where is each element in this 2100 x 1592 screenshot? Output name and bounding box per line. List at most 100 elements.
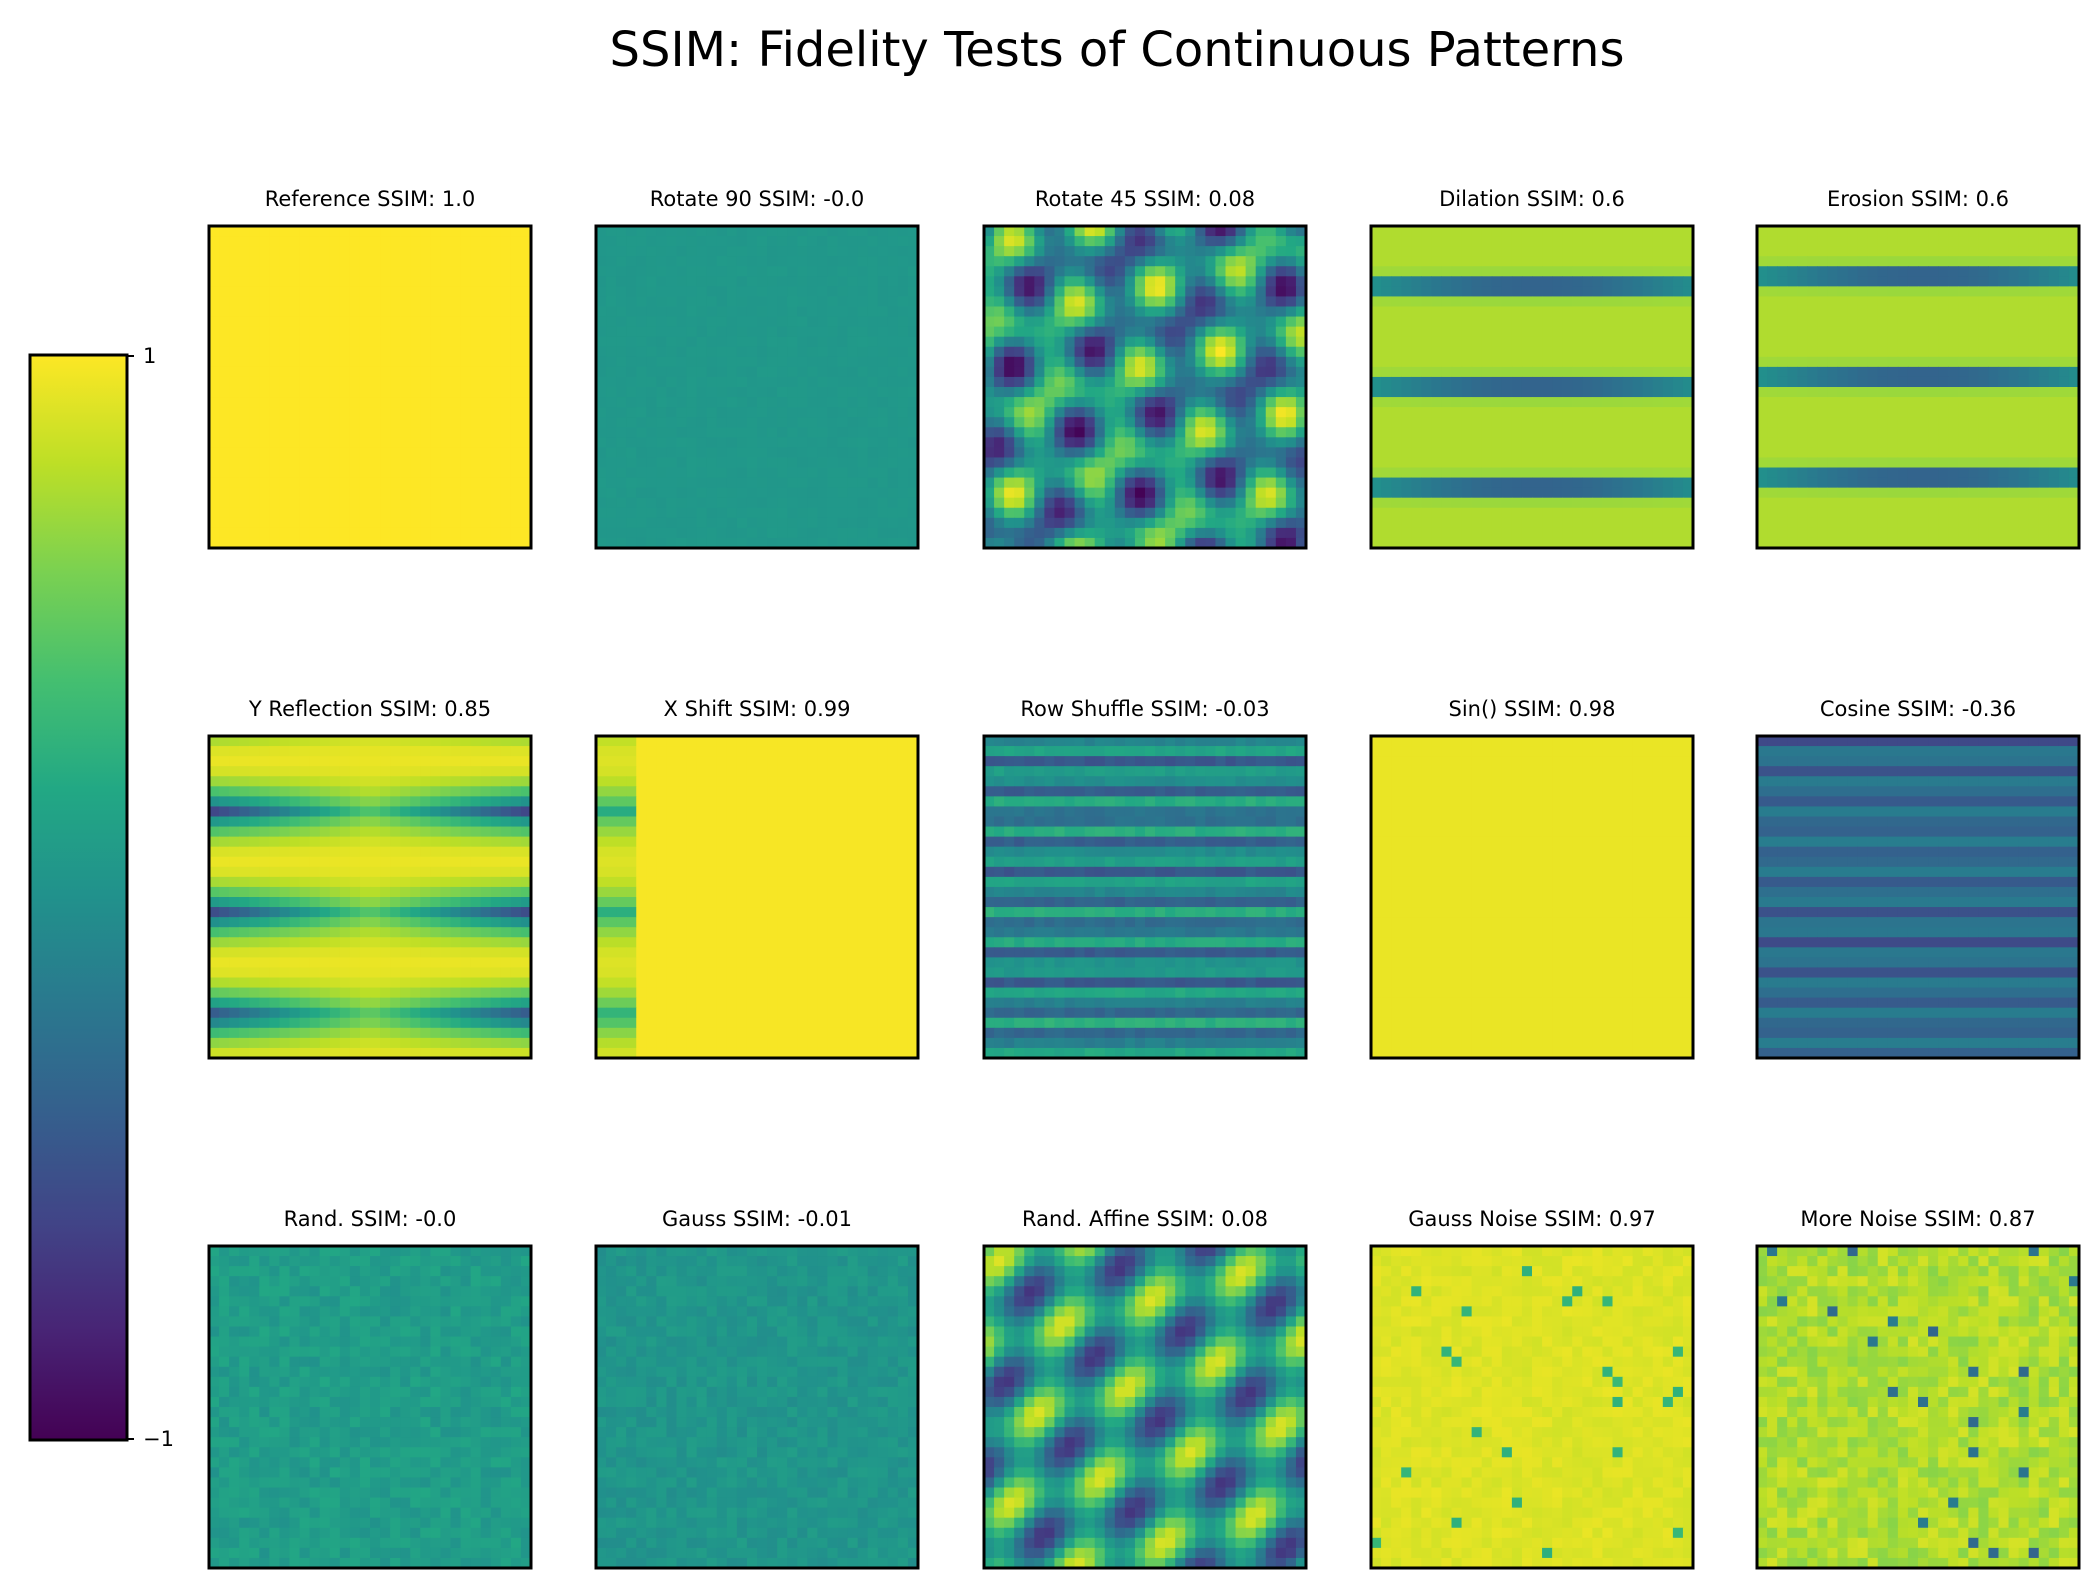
- heatmap-cell: [259, 226, 270, 237]
- heatmap-cell: [390, 507, 401, 519]
- heatmap-cell: [1441, 306, 1453, 318]
- heatmap-cell: [1084, 427, 1096, 438]
- heatmap-cell: [500, 397, 512, 408]
- heatmap-cell: [359, 356, 371, 368]
- heatmap-cell: [1562, 437, 1573, 448]
- heatmap-cell: [1124, 467, 1136, 479]
- heatmap-cell: [1165, 316, 1176, 328]
- heatmap-cell: [1114, 417, 1126, 428]
- heatmap-cell: [380, 487, 391, 499]
- heatmap-cell: [1245, 447, 1257, 459]
- heatmap-cell: [299, 276, 311, 287]
- heatmap-cell: [430, 246, 442, 257]
- heatmap-cell: [1767, 266, 1778, 277]
- heatmap-cell: [1094, 256, 1106, 267]
- heatmap-cell: [1471, 437, 1483, 448]
- heatmap-cell: [706, 376, 718, 388]
- heatmap-cell: [1797, 346, 1808, 358]
- heatmap-cell: [626, 266, 637, 277]
- heatmap-cell: [1998, 397, 2010, 408]
- heatmap-cell: [430, 407, 442, 418]
- heatmap-cell: [1074, 457, 1086, 469]
- heatmap-cell: [1064, 477, 1076, 489]
- heatmap-cell: [1134, 497, 1146, 509]
- heatmap-cell: [907, 447, 919, 459]
- heatmap-cell: [289, 507, 301, 519]
- heatmap-cell: [1877, 397, 1889, 408]
- heatmap-cell: [887, 316, 899, 328]
- heatmap-cell: [1185, 296, 1196, 308]
- heatmap-cell: [626, 517, 637, 529]
- heatmap-cell: [1411, 447, 1422, 459]
- heatmap-cell: [500, 407, 512, 418]
- heatmap-cell: [1797, 236, 1808, 247]
- heatmap-cell: [1371, 346, 1382, 358]
- heatmap-cell: [757, 256, 768, 267]
- heatmap-cell: [1215, 427, 1227, 438]
- heatmap-cell: [1777, 316, 1788, 328]
- heatmap-cell: [1104, 477, 1116, 489]
- heatmap-cell: [827, 497, 839, 509]
- heatmap-cell: [1265, 457, 1277, 469]
- heatmap-cell: [1938, 387, 1949, 398]
- heatmap-cell: [1255, 256, 1267, 267]
- heatmap-cell: [787, 467, 798, 479]
- heatmap-cell: [1582, 306, 1593, 318]
- heatmap-cell: [1837, 286, 1849, 298]
- heatmap-cell: [1381, 256, 1392, 267]
- heatmap-cell: [2008, 407, 2020, 418]
- heatmap-cell: [410, 467, 421, 479]
- heatmap-cell: [1145, 326, 1156, 338]
- heatmap-cell: [847, 236, 859, 247]
- heatmap-cell: [1145, 256, 1156, 267]
- heatmap-cell: [1632, 286, 1644, 298]
- heatmap-cell: [1847, 296, 1859, 308]
- heatmap-cell: [646, 417, 657, 428]
- heatmap-cell: [787, 437, 798, 448]
- heatmap-cell: [400, 497, 411, 509]
- heatmap-cell: [279, 346, 291, 358]
- heatmap-cell: [1124, 356, 1136, 368]
- heatmap-cell: [359, 437, 371, 448]
- heatmap-cell: [606, 477, 617, 489]
- heatmap-cell: [1807, 447, 1818, 459]
- heatmap-cell: [329, 256, 341, 267]
- heatmap-cell: [1165, 226, 1176, 237]
- heatmap-cell: [490, 226, 502, 237]
- heatmap-cell: [2058, 417, 2070, 428]
- heatmap-cell: [1401, 246, 1412, 257]
- heatmap-cell: [430, 387, 442, 398]
- heatmap-cell: [1622, 527, 1634, 539]
- heatmap-cell: [1532, 266, 1543, 277]
- heatmap-cell: [736, 276, 748, 287]
- heatmap-cell: [1501, 276, 1513, 287]
- heatmap-cell: [480, 246, 492, 257]
- heatmap-cell: [279, 326, 291, 338]
- heatmap-cell: [2018, 316, 2030, 328]
- heatmap-cell: [1054, 397, 1066, 408]
- heatmap-cell: [1155, 457, 1166, 469]
- heatmap-cell: [1642, 487, 1654, 499]
- heatmap-cell: [994, 467, 1005, 479]
- heatmap-cell: [616, 527, 627, 539]
- heatmap-cell: [746, 487, 758, 499]
- heatmap-cell: [520, 507, 532, 519]
- heatmap-cell: [1245, 356, 1257, 368]
- heatmap-cell: [1381, 437, 1392, 448]
- heatmap-cell: [837, 366, 849, 378]
- heatmap-cell: [676, 447, 688, 459]
- heatmap-cell: [616, 276, 627, 287]
- heatmap-cell: [1652, 517, 1664, 529]
- heatmap-cell: [1532, 376, 1543, 388]
- heatmap-cell: [410, 236, 421, 247]
- heatmap-cell: [1134, 316, 1146, 328]
- heatmap-cell: [1582, 527, 1593, 539]
- heatmap-cell: [1682, 226, 1694, 237]
- heatmap-cell: [1381, 336, 1392, 348]
- heatmap-cell: [309, 397, 321, 408]
- heatmap-cell: [329, 537, 341, 549]
- heatmap-cell: [1024, 296, 1035, 308]
- heatmap-cell: [440, 517, 452, 529]
- heatmap-cell: [636, 447, 647, 459]
- heatmap-cell: [606, 226, 617, 237]
